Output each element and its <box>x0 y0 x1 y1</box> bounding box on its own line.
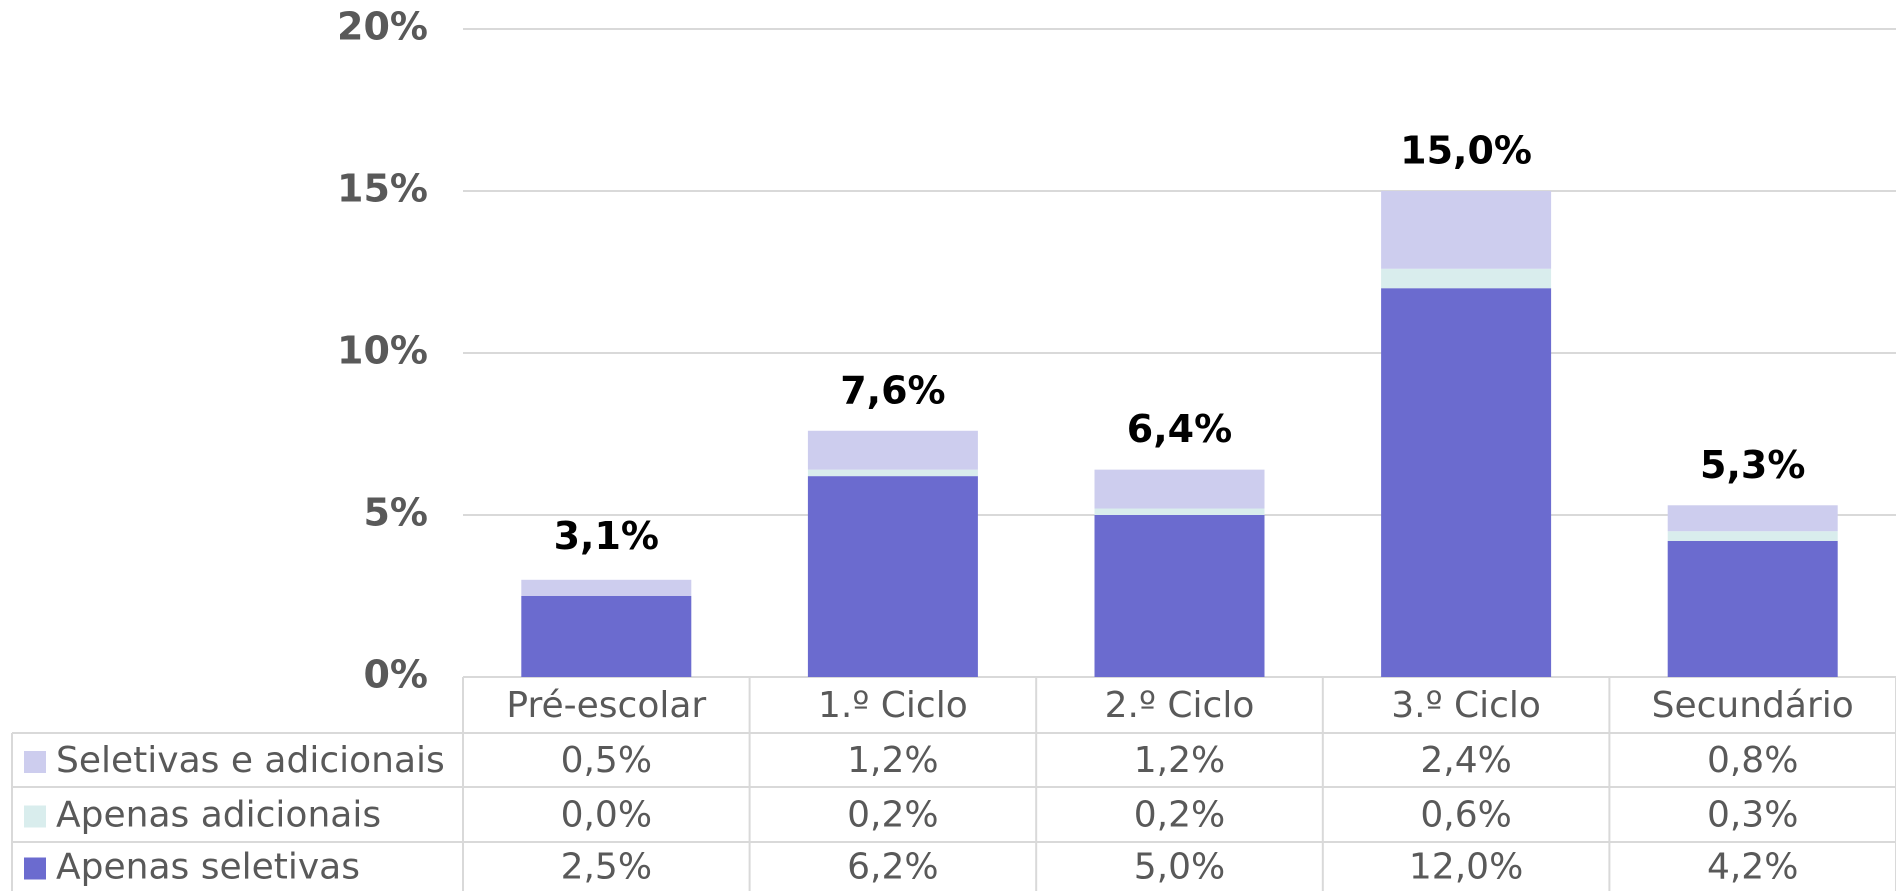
table-cell: 1,2% <box>847 740 938 781</box>
bar-segment <box>1094 508 1265 515</box>
bar-segment <box>807 469 978 477</box>
bar-segment <box>1667 531 1838 541</box>
legend-label: Apenas seletivas <box>56 847 360 888</box>
legend-label: Seletivas e adicionais <box>56 740 445 781</box>
table-cell: 0,3% <box>1707 795 1798 836</box>
y-tick-label: 15% <box>337 167 428 211</box>
x-tick-label: 1.º Ciclo <box>818 685 968 726</box>
table-cell: 4,2% <box>1707 847 1798 888</box>
y-tick-label: 5% <box>363 491 428 535</box>
table-cell: 0,2% <box>847 795 938 836</box>
table-cell: 0,0% <box>561 795 652 836</box>
bar-segment <box>1381 191 1552 269</box>
total-label: 3,1% <box>554 514 659 558</box>
x-tick-label: Pré-escolar <box>506 685 706 726</box>
table-cell: 5,0% <box>1134 847 1225 888</box>
table-cell: 1,2% <box>1134 740 1225 781</box>
table-cell: 2,5% <box>561 847 652 888</box>
table-cell: 0,6% <box>1420 795 1511 836</box>
table-cell: 0,8% <box>1707 740 1798 781</box>
bar-segment <box>1094 515 1265 677</box>
bar-segment <box>1381 268 1552 289</box>
bar-segment <box>807 476 978 677</box>
total-label: 5,3% <box>1700 443 1805 487</box>
bar-segment <box>1667 540 1838 677</box>
table-cell: 6,2% <box>847 847 938 888</box>
bar-segment <box>807 430 978 470</box>
table-cell: 12,0% <box>1409 847 1523 888</box>
bar-segment <box>1381 288 1552 677</box>
legend-label: Apenas adicionais <box>56 795 381 836</box>
table-cell: 0,5% <box>561 740 652 781</box>
legend-swatch <box>24 857 46 880</box>
y-tick-label: 20% <box>337 5 428 49</box>
table-cell: 2,4% <box>1420 740 1511 781</box>
total-label: 7,6% <box>840 368 945 412</box>
bar-segment <box>521 596 692 677</box>
total-label: 15,0% <box>1400 129 1532 173</box>
y-tick-label: 0% <box>363 653 428 697</box>
bar-segment <box>521 579 692 596</box>
x-tick-label: 2.º Ciclo <box>1105 685 1255 726</box>
x-tick-label: 3.º Ciclo <box>1391 685 1541 726</box>
legend-swatch <box>24 751 46 773</box>
y-tick-label: 10% <box>337 329 428 373</box>
bar-segment <box>1667 505 1838 532</box>
bar-segment <box>1094 469 1265 509</box>
table-cell: 0,2% <box>1134 795 1225 836</box>
x-tick-label: Secundário <box>1652 685 1854 726</box>
total-label: 6,4% <box>1127 407 1232 451</box>
legend-swatch <box>24 805 46 828</box>
